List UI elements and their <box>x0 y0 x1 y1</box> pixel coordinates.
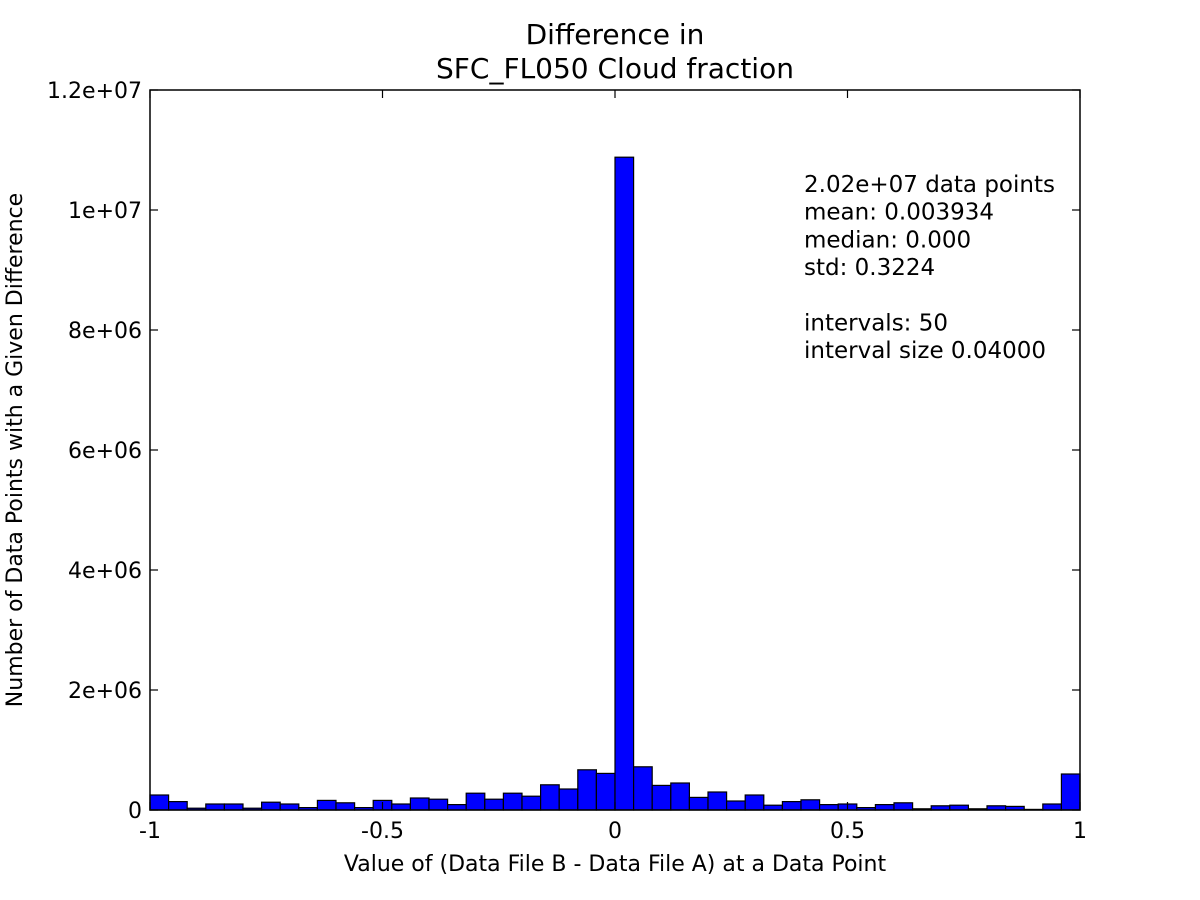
y-tick-label: 0 <box>128 799 142 824</box>
y-tick-label: 1.2e+07 <box>47 79 142 104</box>
histogram-bar <box>205 803 226 811</box>
histogram-bar <box>577 769 597 811</box>
statistics-line: std: 0.3224 <box>804 255 935 281</box>
x-tick-label: 0.5 <box>830 819 865 844</box>
histogram-bar <box>688 796 709 811</box>
histogram-bar <box>168 800 188 811</box>
histogram-bar <box>1042 803 1063 811</box>
histogram-bar <box>707 791 728 811</box>
histogram-bar <box>539 784 560 811</box>
histogram-bar <box>744 794 765 811</box>
histogram-bar <box>781 800 802 811</box>
histogram-bar <box>818 803 839 811</box>
chart-title-line-2: SFC_FL050 Cloud fraction <box>436 52 794 85</box>
y-tick-label: 8e+06 <box>68 319 142 344</box>
statistics-line: interval size 0.04000 <box>804 338 1046 364</box>
histogram-bar <box>595 772 616 811</box>
histogram-bar <box>725 800 746 811</box>
histogram-bar <box>316 799 337 811</box>
statistics-line: intervals: 50 <box>804 311 948 337</box>
plot-area-frame <box>149 89 1081 811</box>
histogram-bar <box>391 803 411 811</box>
histogram-bar <box>428 798 449 811</box>
histogram-bar <box>502 792 523 811</box>
x-tick-labels: -1 -0.5 0 0.5 1 <box>139 819 1087 844</box>
statistics-line: mean: 0.003934 <box>804 200 994 226</box>
histogram-bar <box>632 766 653 811</box>
histogram-bar <box>651 784 672 811</box>
histogram-bar <box>521 795 542 811</box>
x-tick-label: -0.5 <box>361 819 404 844</box>
histogram-bar <box>670 782 690 811</box>
y-tick-label: 6e+06 <box>68 439 142 464</box>
y-tick-label: 2e+06 <box>68 679 142 704</box>
histogram-bars <box>149 156 1081 811</box>
histogram-bar <box>800 799 821 811</box>
x-tick-label: -1 <box>139 819 161 844</box>
chart-title-line-1: Difference in <box>526 18 705 51</box>
statistics-line: 2.02e+07 data points <box>804 172 1055 198</box>
histogram-bar <box>447 803 467 811</box>
histogram-bar <box>614 156 635 811</box>
histogram-bar <box>409 797 430 811</box>
histogram-bar <box>465 792 486 811</box>
histogram-bar <box>223 803 244 811</box>
histogram-bar <box>279 803 300 811</box>
x-axis-label: Value of (Data File B - Data File A) at … <box>344 852 887 877</box>
histogram-bar <box>335 802 356 811</box>
x-tick-label: 1 <box>1073 819 1087 844</box>
y-tick-label: 1e+07 <box>68 199 142 224</box>
histogram-bar <box>261 801 281 811</box>
histogram-bar <box>874 803 895 811</box>
histogram-bar <box>558 788 579 811</box>
statistics-line: median: 0.000 <box>804 227 971 253</box>
histogram-bar <box>1060 773 1081 811</box>
histogram-bar <box>149 794 170 811</box>
y-tick-labels: 0 2e+06 4e+06 6e+06 8e+06 1e+07 1.2e+07 <box>47 79 142 824</box>
histogram-bar <box>484 798 504 811</box>
histogram-bar <box>893 802 914 811</box>
y-tick-label: 4e+06 <box>68 559 142 584</box>
y-axis-label: Number of Data Points with a Given Diffe… <box>3 193 28 707</box>
x-tick-label: 0 <box>608 819 622 844</box>
